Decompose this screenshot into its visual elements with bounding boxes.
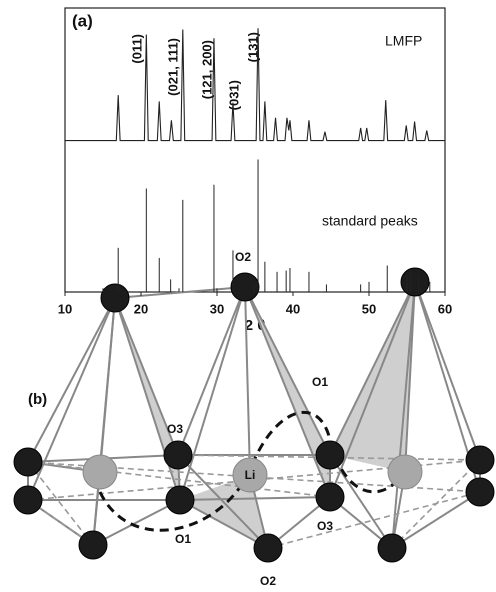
bond: [177, 454, 269, 549]
xrd-trace: [65, 28, 445, 142]
panel-label: (a): [72, 11, 93, 30]
peak-annotation: (021, 111): [165, 38, 180, 96]
x-tick-label: 10: [58, 301, 72, 316]
bond: [177, 286, 246, 456]
bond: [391, 491, 481, 549]
o-atom: [165, 485, 195, 515]
x-tick-label: 50: [362, 301, 376, 316]
bond: [179, 286, 246, 501]
bond: [244, 286, 251, 476]
li-atom: [387, 454, 423, 490]
hidden-bond: [27, 461, 94, 546]
series-label: standard peaks: [322, 213, 418, 229]
li-atom: [232, 457, 268, 493]
bond: [27, 297, 116, 501]
bond: [414, 281, 481, 461]
atom-label: Li: [245, 468, 256, 482]
o-atom: [230, 272, 260, 302]
bond: [179, 499, 269, 549]
o-atom: [315, 440, 345, 470]
atom-label: O1: [175, 532, 191, 546]
bond: [244, 286, 331, 498]
o-atom: [13, 447, 43, 477]
o-atom: [13, 485, 43, 515]
peak-annotation: (131): [245, 32, 260, 62]
bond: [114, 286, 246, 299]
peak-annotation: (121, 200): [199, 40, 214, 99]
crystal-diagram: [13, 267, 495, 563]
bond: [114, 297, 179, 456]
hidden-bond: [27, 461, 331, 498]
series-label: LMFP: [385, 33, 422, 49]
panel-label: (b): [28, 391, 47, 408]
peak-annotation: (031): [226, 80, 241, 110]
o-atom: [78, 530, 108, 560]
o-atom: [315, 482, 345, 512]
bond: [27, 297, 116, 463]
o-atom: [400, 267, 430, 297]
o-atom: [465, 477, 495, 507]
o-atom: [100, 283, 130, 313]
atom-label: O3: [167, 422, 183, 436]
shaded-face: [180, 475, 268, 548]
bond: [244, 286, 331, 456]
atom-label: O2: [235, 250, 251, 264]
o-atom: [377, 533, 407, 563]
hidden-bond: [267, 491, 481, 549]
li-diffusion-path: [98, 410, 407, 532]
atom-label: O1: [312, 375, 328, 389]
li-atom: [82, 454, 118, 490]
bond: [404, 281, 416, 473]
x-tick-label: 30: [210, 301, 224, 316]
bond: [391, 281, 416, 549]
x-tick-label: 40: [286, 301, 300, 316]
atom-label: O3: [317, 519, 333, 533]
hidden-bond: [27, 459, 481, 501]
bond: [329, 281, 416, 456]
atom-label: O2: [260, 574, 276, 588]
bond: [329, 454, 393, 549]
bond: [92, 499, 181, 546]
hidden-bond: [391, 459, 481, 549]
o-atom: [465, 445, 495, 475]
o-atom: [253, 533, 283, 563]
bond: [99, 297, 116, 473]
bond: [114, 297, 181, 501]
x-tick-label: 60: [438, 301, 452, 316]
shaded-face: [330, 282, 415, 472]
o-atom: [163, 440, 193, 470]
x-tick-label: 20: [134, 301, 148, 316]
peak-annotation: (011): [129, 34, 144, 64]
bond: [329, 281, 416, 498]
